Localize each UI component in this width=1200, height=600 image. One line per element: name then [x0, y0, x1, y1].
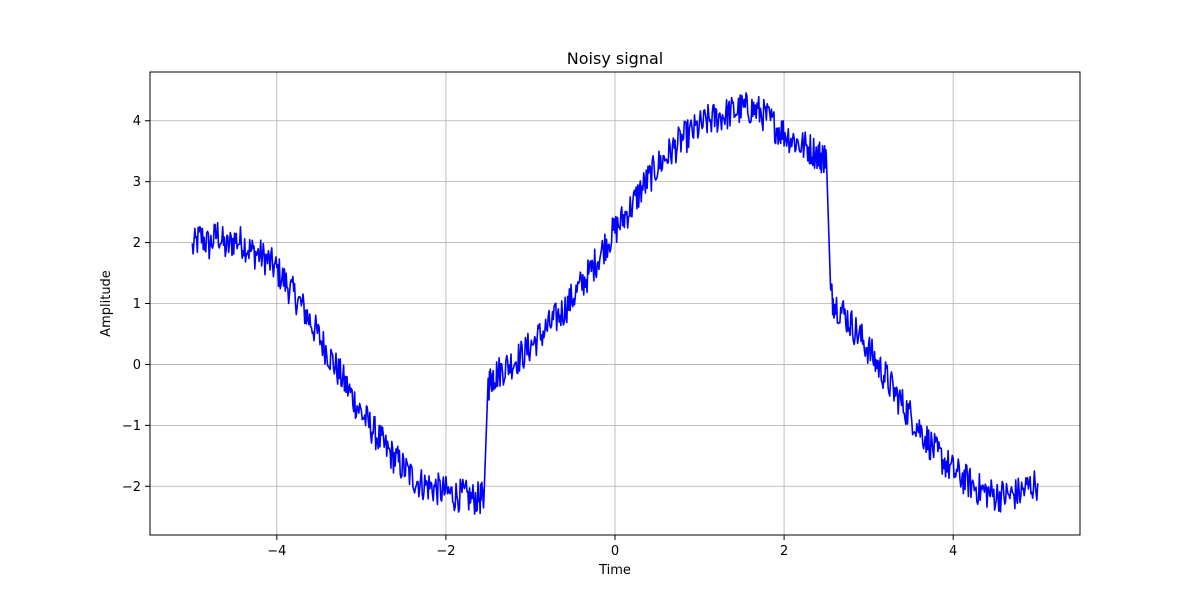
y-tick-label: 2: [133, 236, 141, 251]
series-layer: [191, 92, 1039, 515]
y-tick-label: 1: [133, 297, 141, 312]
axis-ticks: −4 −2 0 2 4 −2 −1 0 1 2 3 4: [122, 114, 957, 559]
chart-title: Noisy signal: [567, 49, 663, 68]
x-tick-label: 4: [949, 544, 957, 559]
grid-lines: [150, 72, 1080, 535]
y-tick-label: 0: [133, 358, 141, 373]
y-tick-label: 4: [133, 114, 141, 129]
x-tick-label: −4: [267, 544, 286, 559]
x-tick-label: 0: [611, 544, 619, 559]
y-tick-label: 3: [133, 175, 141, 190]
x-tick-label: 2: [780, 544, 788, 559]
x-axis-label: Time: [598, 563, 631, 578]
y-tick-label: −2: [122, 480, 141, 495]
y-tick-label: −1: [122, 419, 141, 434]
y-axis-label: Amplitude: [99, 270, 114, 337]
signal-line: [191, 92, 1039, 515]
x-tick-label: −2: [436, 544, 455, 559]
